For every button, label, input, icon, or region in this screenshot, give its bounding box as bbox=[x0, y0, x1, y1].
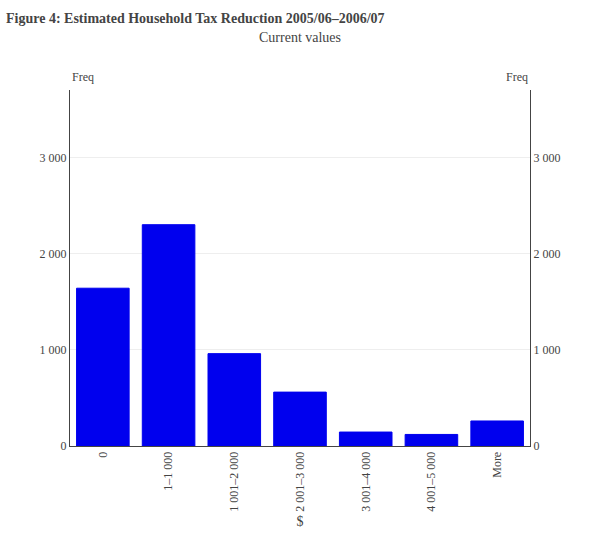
svg-text:0: 0 bbox=[533, 439, 539, 453]
svg-text:2 000: 2 000 bbox=[533, 247, 560, 261]
svg-text:0: 0 bbox=[96, 452, 110, 458]
svg-text:$: $ bbox=[297, 514, 304, 529]
svg-text:3 000: 3 000 bbox=[40, 151, 67, 165]
svg-text:3 001–4 000: 3 001–4 000 bbox=[359, 452, 373, 512]
svg-text:Freq: Freq bbox=[506, 70, 528, 84]
svg-text:2 000: 2 000 bbox=[40, 247, 67, 261]
svg-text:1 000: 1 000 bbox=[40, 343, 67, 357]
svg-text:1 000: 1 000 bbox=[533, 343, 560, 357]
svg-text:1 001–2 000: 1 001–2 000 bbox=[227, 452, 241, 512]
svg-text:3 000: 3 000 bbox=[533, 151, 560, 165]
svg-text:4 001–5 000: 4 001–5 000 bbox=[424, 452, 438, 512]
svg-text:More: More bbox=[490, 452, 504, 478]
svg-text:Figure 4: Estimated Household: Figure 4: Estimated Household Tax Reduct… bbox=[6, 11, 385, 26]
svg-text:Freq: Freq bbox=[72, 70, 94, 84]
svg-text:1–1 000: 1–1 000 bbox=[161, 452, 175, 491]
svg-text:2 001–3 000: 2 001–3 000 bbox=[293, 452, 307, 512]
svg-text:Current values: Current values bbox=[259, 30, 341, 45]
svg-text:0: 0 bbox=[61, 439, 67, 453]
